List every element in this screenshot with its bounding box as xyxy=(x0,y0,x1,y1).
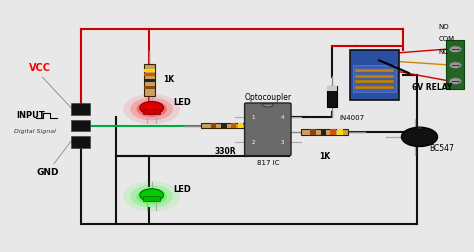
Circle shape xyxy=(449,47,462,53)
Text: LED: LED xyxy=(173,98,191,107)
Bar xyxy=(238,123,243,129)
Text: Digital Signal: Digital Signal xyxy=(14,129,56,134)
Bar xyxy=(356,70,393,73)
Bar xyxy=(231,123,236,129)
Circle shape xyxy=(123,181,180,212)
Circle shape xyxy=(401,128,438,147)
Bar xyxy=(211,123,216,129)
Bar xyxy=(143,110,160,114)
FancyBboxPatch shape xyxy=(245,104,291,156)
Text: 6V RELAY: 6V RELAY xyxy=(412,82,453,91)
Text: Optocoupler: Optocoupler xyxy=(244,92,292,102)
Circle shape xyxy=(140,189,164,202)
Text: NO: NO xyxy=(438,23,449,29)
Text: 1K: 1K xyxy=(164,75,174,84)
Circle shape xyxy=(137,102,167,118)
Circle shape xyxy=(137,188,167,205)
Text: 330R: 330R xyxy=(214,147,236,156)
Text: GND: GND xyxy=(36,167,59,176)
Bar xyxy=(327,86,337,91)
Text: VCC: VCC xyxy=(29,63,51,73)
Bar xyxy=(71,120,90,132)
Bar xyxy=(353,66,395,93)
Bar xyxy=(350,51,399,100)
Bar xyxy=(144,86,155,89)
Bar xyxy=(144,80,155,83)
Bar xyxy=(310,130,316,135)
Text: 2: 2 xyxy=(252,140,255,145)
Text: 4: 4 xyxy=(280,115,284,120)
Circle shape xyxy=(130,98,173,121)
Text: BC547: BC547 xyxy=(429,143,454,152)
Text: 3: 3 xyxy=(280,140,284,145)
Bar xyxy=(144,64,155,97)
Bar xyxy=(144,74,155,77)
Text: 1: 1 xyxy=(252,115,255,120)
Bar xyxy=(337,130,343,135)
Bar xyxy=(71,137,90,148)
Bar xyxy=(356,86,393,89)
Text: NC: NC xyxy=(438,49,448,55)
Bar xyxy=(356,75,393,78)
Bar xyxy=(221,123,227,129)
Bar xyxy=(327,86,337,108)
Bar xyxy=(143,197,160,201)
Text: 817 IC: 817 IC xyxy=(256,160,279,166)
Text: INPUT: INPUT xyxy=(17,110,46,119)
Bar xyxy=(446,41,464,90)
Bar xyxy=(301,130,348,135)
Circle shape xyxy=(140,102,164,115)
Circle shape xyxy=(130,185,173,208)
Text: IN4007: IN4007 xyxy=(339,114,364,120)
Bar xyxy=(356,81,393,84)
Bar xyxy=(330,130,336,135)
Bar xyxy=(71,104,90,115)
Wedge shape xyxy=(262,105,273,108)
Text: LED: LED xyxy=(173,184,191,194)
Bar xyxy=(321,130,326,135)
Text: 1K: 1K xyxy=(319,152,330,161)
Text: COM: COM xyxy=(438,36,455,42)
Bar xyxy=(417,127,422,129)
Circle shape xyxy=(449,79,462,85)
Circle shape xyxy=(449,63,462,69)
Circle shape xyxy=(123,94,180,125)
Bar xyxy=(201,123,249,129)
Bar xyxy=(144,70,155,73)
